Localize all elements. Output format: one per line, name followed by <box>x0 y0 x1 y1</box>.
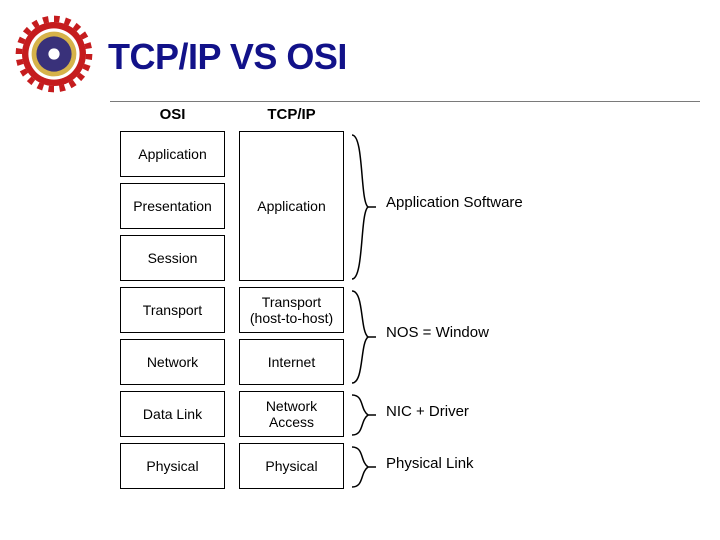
tcpip-stack: Application Transport (host-to-host) Inter… <box>239 131 344 495</box>
group-bracket <box>350 134 376 280</box>
group-label: Application Software <box>386 194 523 211</box>
osi-layer: Network <box>120 339 225 385</box>
tcpip-layer: Internet <box>239 339 344 385</box>
group-bracket <box>350 394 376 436</box>
bracket-column <box>350 106 376 496</box>
diagram-content: OSI Application Presentation Session Transp… <box>120 106 606 496</box>
osi-header: OSI <box>120 106 225 123</box>
tcpip-layer: Transport (host-to-host) <box>239 287 344 333</box>
tcpip-header: TCP/IP <box>239 106 344 123</box>
group-label: NOS = Window <box>386 324 489 341</box>
osi-layer: Physical <box>120 443 225 489</box>
group-label: NIC + Driver <box>386 403 469 420</box>
group-labels-column: Application Software NOS = Window NIC + Dr… <box>386 106 606 496</box>
org-gear-logo <box>14 14 94 99</box>
osi-layer: Session <box>120 235 225 281</box>
tcpip-column: TCP/IP Application Transport (host-to-hos… <box>239 106 344 495</box>
tcpip-layer: Physical <box>239 443 344 489</box>
title-underline <box>110 101 700 102</box>
group-bracket <box>350 446 376 488</box>
osi-layer: Data Link <box>120 391 225 437</box>
osi-stack: Application Presentation Session Transport N… <box>120 131 225 495</box>
osi-layer: Application <box>120 131 225 177</box>
osi-column: OSI Application Presentation Session Transp… <box>120 106 225 495</box>
group-bracket <box>350 290 376 384</box>
osi-layer: Presentation <box>120 183 225 229</box>
osi-layer: Transport <box>120 287 225 333</box>
group-label: Physical Link <box>386 455 474 472</box>
page-title: TCP/IP VS OSI <box>108 36 347 78</box>
tcpip-layer: Network Access <box>239 391 344 437</box>
tcpip-layer: Application <box>239 131 344 281</box>
